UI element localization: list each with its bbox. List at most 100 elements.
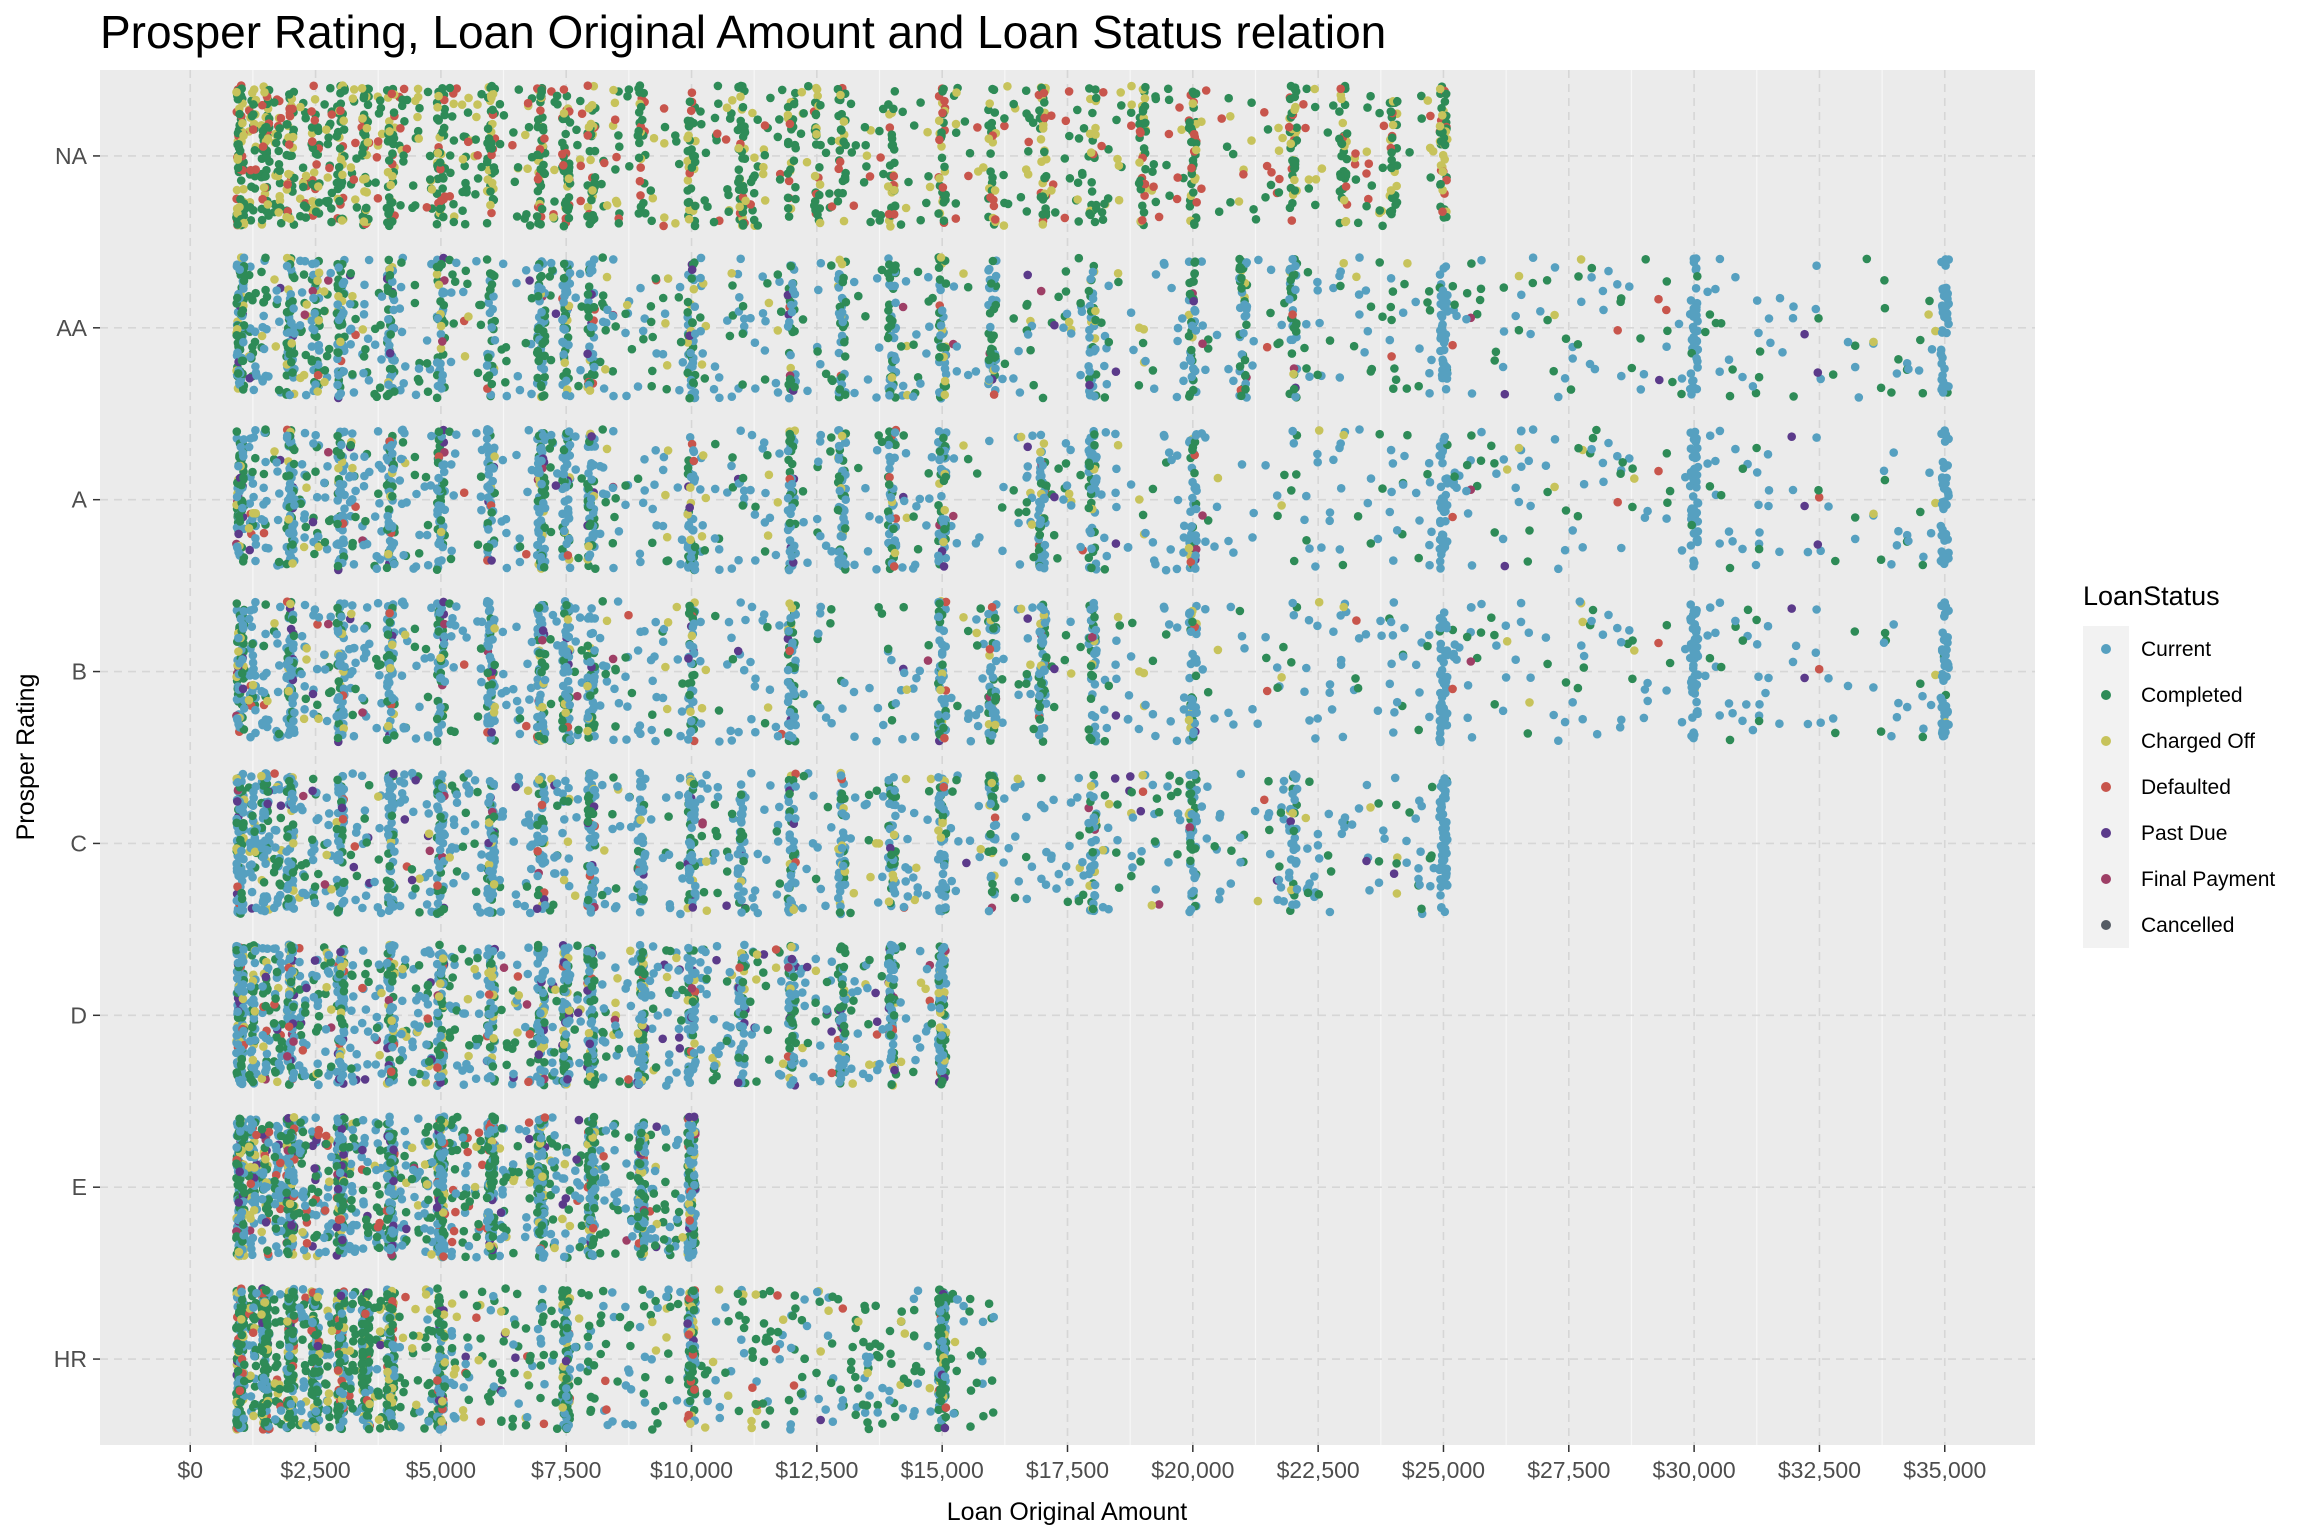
data-point (384, 389, 394, 399)
data-point (1139, 208, 1149, 217)
data-point (435, 204, 445, 214)
data-point (385, 341, 394, 350)
data-point (384, 209, 393, 219)
data-point (1248, 361, 1257, 370)
data-point (1040, 113, 1049, 123)
data-point (734, 143, 744, 153)
data-point (423, 520, 433, 530)
data-point (1391, 375, 1401, 385)
data-point (297, 460, 307, 469)
data-point (248, 467, 257, 477)
data-point (1149, 384, 1159, 394)
data-point (1517, 290, 1526, 300)
data-point (647, 381, 656, 391)
data-point (1375, 429, 1384, 439)
data-point (576, 365, 585, 375)
data-point (1876, 555, 1886, 564)
data-point (1277, 320, 1286, 330)
data-point (1754, 544, 1764, 554)
data-point (624, 85, 634, 94)
data-point (735, 293, 744, 302)
data-point (439, 212, 448, 222)
data-point (1023, 462, 1033, 471)
data-point (1185, 392, 1194, 401)
data-point (389, 559, 399, 569)
data-point (750, 153, 759, 162)
data-point (487, 150, 496, 160)
data-point (513, 371, 523, 381)
data-point (984, 266, 993, 275)
data-point (1560, 545, 1570, 555)
data-point (952, 342, 962, 351)
data-point (562, 376, 571, 386)
data-point (586, 155, 595, 165)
data-point (302, 483, 311, 493)
data-point (1549, 366, 1558, 376)
data-point (559, 338, 569, 348)
data-point (1686, 296, 1696, 305)
data-point (1724, 527, 1734, 536)
data-point (259, 311, 269, 321)
data-point (614, 219, 624, 228)
data-point (1938, 371, 1947, 380)
data-point (270, 275, 279, 284)
data-point (1239, 328, 1248, 338)
data-point (1172, 392, 1182, 402)
data-point (1450, 300, 1459, 310)
data-point (1588, 433, 1598, 443)
data-point (886, 281, 896, 291)
data-point (790, 382, 799, 392)
data-point (485, 269, 495, 278)
data-point (502, 391, 512, 401)
data-point (1691, 254, 1701, 263)
data-point (1625, 282, 1634, 291)
data-point (1062, 309, 1072, 319)
data-point (559, 324, 568, 334)
data-point (689, 456, 699, 466)
data-point (1198, 339, 1207, 349)
data-point (986, 347, 995, 357)
data-point (238, 306, 248, 315)
series-na (232, 81, 1452, 231)
data-point (1141, 356, 1150, 366)
data-point (263, 200, 273, 209)
data-point (975, 533, 984, 542)
data-point (1189, 129, 1199, 139)
data-point (1325, 516, 1334, 526)
data-point (521, 266, 531, 275)
data-point (373, 194, 383, 203)
data-point (658, 349, 668, 359)
data-point (1728, 365, 1737, 374)
data-point (916, 215, 925, 225)
data-point (1904, 364, 1913, 374)
data-point (1085, 380, 1094, 390)
data-point (684, 214, 694, 224)
data-point (449, 217, 459, 227)
data-point (753, 115, 762, 124)
data-point (1111, 539, 1121, 548)
data-point (249, 385, 259, 395)
data-point (1023, 330, 1033, 339)
data-point (1387, 209, 1396, 219)
data-point (1035, 530, 1045, 540)
data-point (334, 391, 344, 401)
data-point (783, 110, 793, 120)
data-point (1291, 392, 1300, 402)
data-point (785, 429, 795, 439)
data-point (423, 387, 433, 397)
data-point (662, 384, 671, 394)
data-point (1641, 254, 1650, 264)
data-point (1363, 103, 1372, 112)
data-point (490, 452, 499, 461)
data-point (339, 125, 349, 134)
data-point (827, 261, 836, 270)
data-point (1387, 487, 1396, 497)
data-point (532, 348, 542, 358)
data-point (1788, 313, 1798, 323)
data-point (438, 337, 447, 346)
data-point (727, 461, 736, 471)
data-point (651, 446, 660, 455)
data-point (524, 122, 534, 132)
data-point (284, 515, 294, 524)
data-point (1550, 310, 1559, 320)
